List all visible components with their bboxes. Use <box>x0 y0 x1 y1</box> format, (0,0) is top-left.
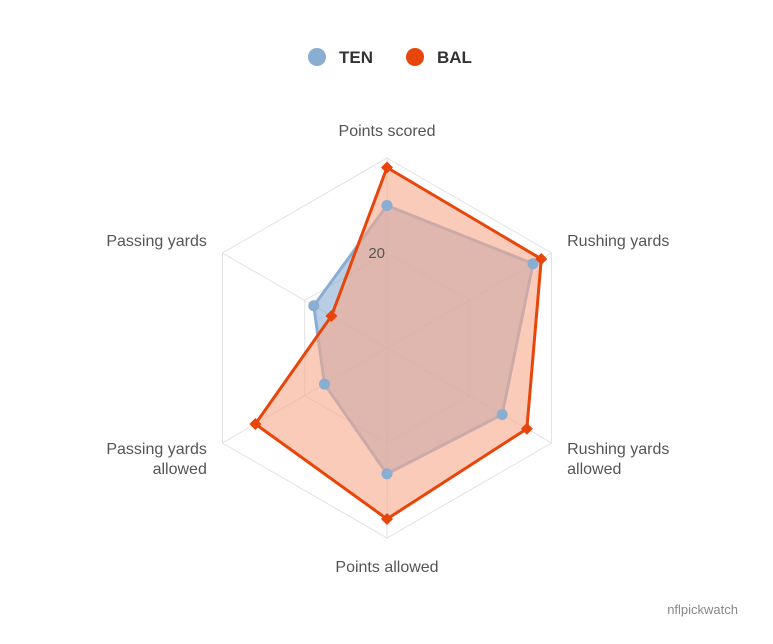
data-point-bal-passing-yards-allowed[interactable] <box>249 418 262 430</box>
axis-label-rushing-yards: Rushing yards <box>567 233 669 250</box>
data-point-bal-points-allowed[interactable] <box>381 513 393 525</box>
axis-label-passing-yards-allowed-line-2: allowed <box>153 461 207 478</box>
data-point-bal-passing-yards[interactable] <box>325 309 338 322</box>
axis-label-points-scored: Points scored <box>339 123 436 140</box>
axis-label-rushing-yards-allowed-line-1: Rushing yards <box>567 441 669 458</box>
axis-label-passing-yards-allowed-line-1: Passing yards <box>106 441 207 458</box>
axis-labels: 20 Points scored Rushing yards Rushing yard… <box>106 123 669 576</box>
credit-text[interactable]: nflpickwatch <box>667 602 738 617</box>
axis-label-rushing-yards-allowed-line-2: allowed <box>567 461 621 478</box>
data-point-ten-points-allowed[interactable] <box>381 468 393 480</box>
series-area-bal[interactable] <box>253 166 543 521</box>
grid-ring-40 <box>221 157 553 539</box>
data-point-ten-rushing-yards[interactable] <box>527 258 539 270</box>
series-layer <box>249 161 548 525</box>
data-point-bal-rushing-yards-allowed[interactable] <box>520 422 533 435</box>
legend-label-bal[interactable]: BAL <box>437 48 472 67</box>
data-point-ten-rushing-yards-allowed[interactable] <box>496 409 508 420</box>
legend-label-ten[interactable]: TEN <box>339 48 373 67</box>
legend-marker-ten[interactable] <box>308 48 326 66</box>
data-point-ten-passing-yards-allowed[interactable] <box>318 378 330 390</box>
legend: TEN BAL <box>308 48 472 67</box>
legend-marker-bal[interactable] <box>406 48 424 66</box>
data-point-ten-points-scored[interactable] <box>381 200 393 211</box>
data-point-bal-points-scored[interactable] <box>381 161 393 174</box>
data-point-bal-rushing-yards[interactable] <box>535 252 548 265</box>
axis-label-points-allowed: Points allowed <box>335 559 438 576</box>
axis-label-passing-yards: Passing yards <box>106 233 207 250</box>
data-point-ten-passing-yards[interactable] <box>308 300 320 312</box>
tick-label-20: 20 <box>368 245 385 262</box>
